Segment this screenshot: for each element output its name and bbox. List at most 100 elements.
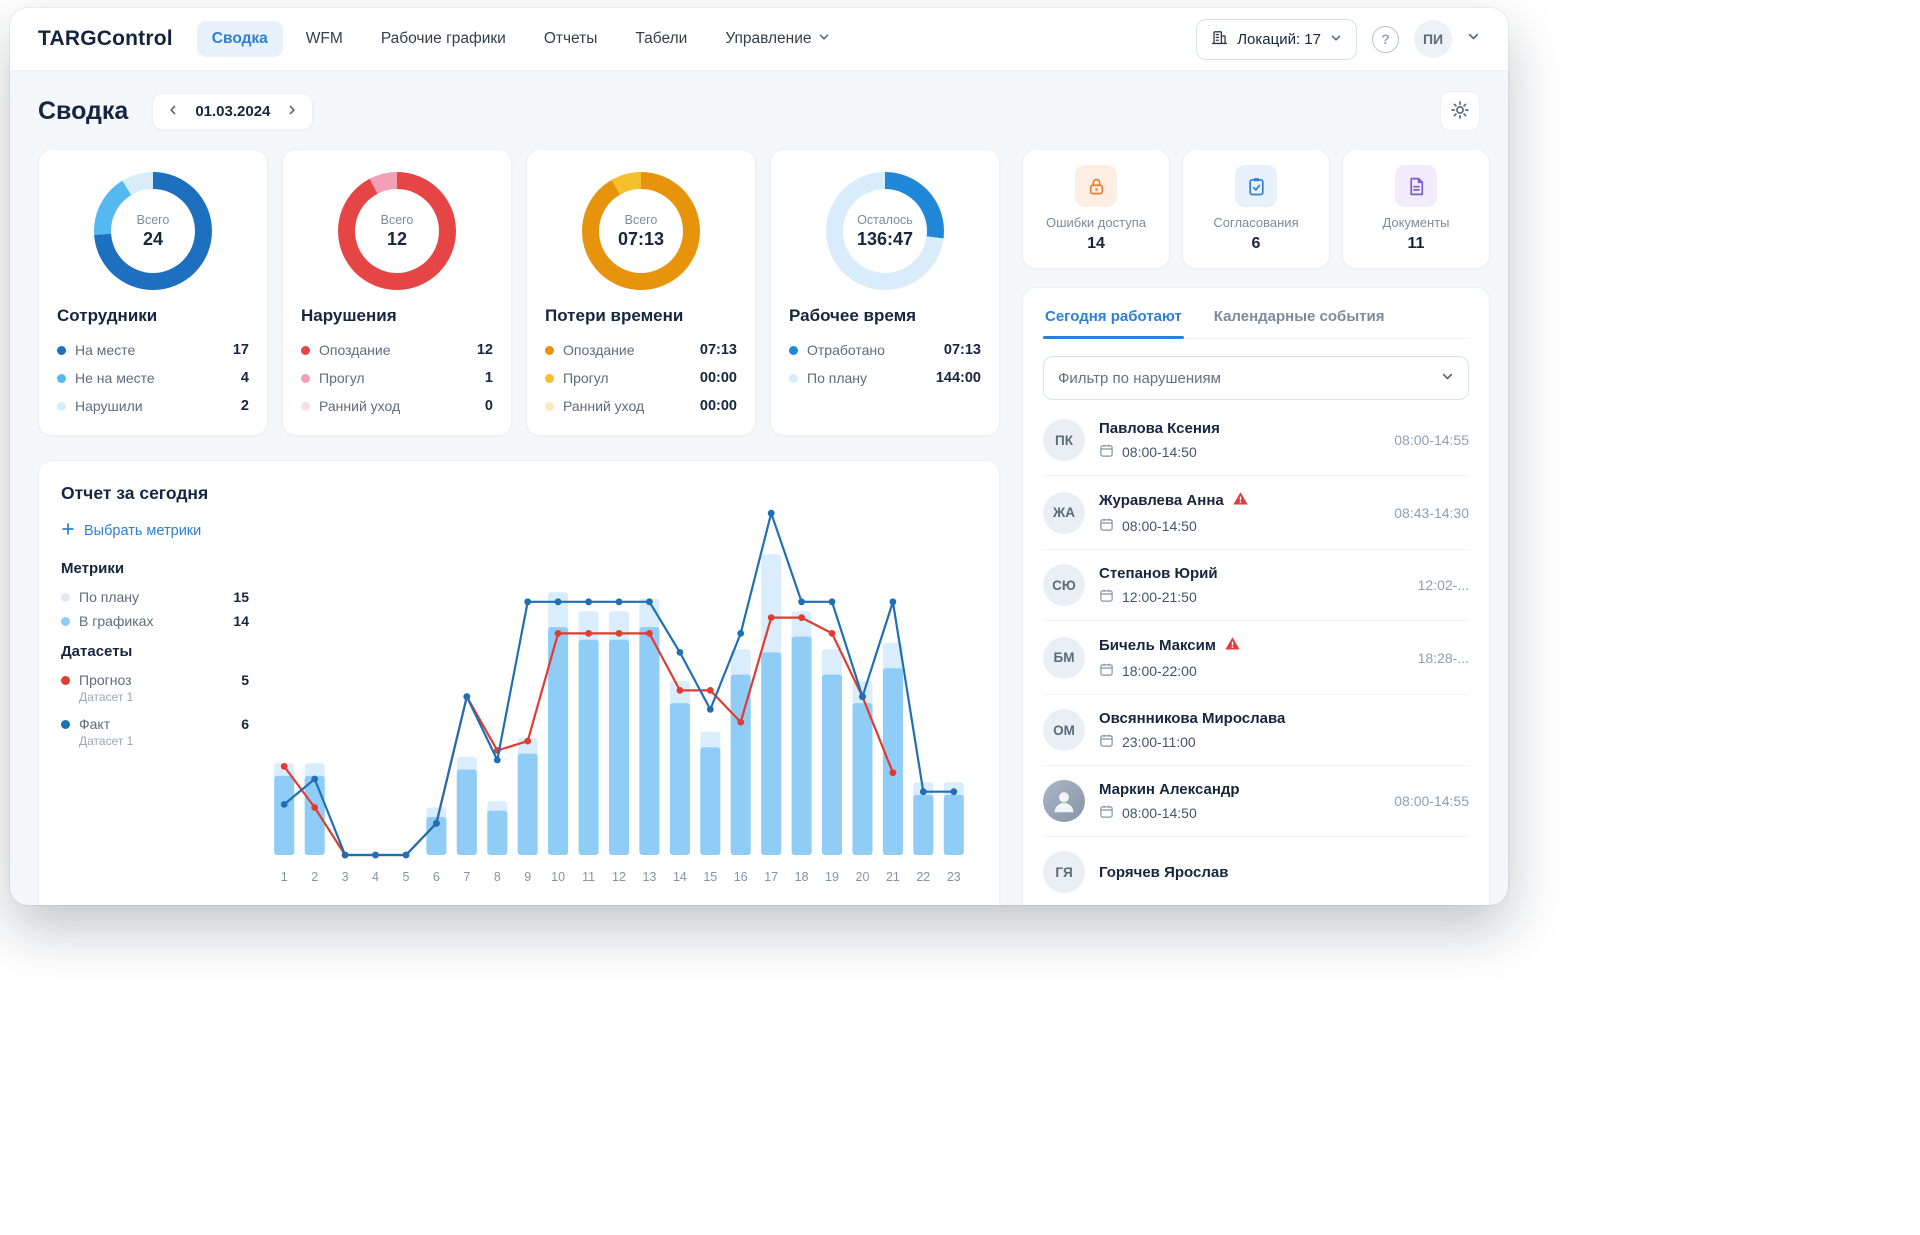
chevron-down-icon — [818, 30, 830, 48]
nav-item-management-label: Управление — [725, 30, 812, 47]
nav-item-schedules[interactable]: Рабочие графики — [380, 30, 506, 47]
kpi-cards-row: Всего 24 Сотрудники На месте 17 — [38, 149, 1000, 436]
legend-row: Не на месте 4 — [57, 364, 249, 392]
page-header: Сводка 01.03.2024 — [38, 91, 1480, 131]
svg-text:22: 22 — [916, 870, 930, 884]
dataset-row: Факт 6 — [61, 710, 249, 734]
stat-card-approvals[interactable]: Согласования 6 — [1182, 149, 1330, 269]
kpi-card-title: Нарушения — [301, 306, 397, 325]
legend-value: 1 — [484, 370, 493, 386]
legend-label: Прогул — [563, 370, 609, 386]
employee-row[interactable]: СЮ Степанов Юрий 12:00-21:50 — [1043, 550, 1469, 621]
svg-text:13: 13 — [642, 870, 656, 884]
nav-item-wfm[interactable]: WFM — [305, 30, 343, 47]
user-menu-chevron-icon[interactable] — [1467, 30, 1480, 48]
legend-label: Опоздание — [563, 342, 635, 358]
employee-actual-time: 12:02-... — [1417, 577, 1469, 593]
employee-actual-time: 08:00-14:55 — [1394, 432, 1469, 448]
legend-label: Не на месте — [75, 370, 155, 386]
report-title: Отчет за сегодня — [61, 483, 209, 503]
calendar-icon — [1099, 662, 1114, 680]
select-metrics-link[interactable]: Выбрать метрики — [61, 522, 249, 540]
donut-center-label: Всего — [624, 212, 658, 227]
tab-calendar-events[interactable]: Календарные события — [1213, 308, 1385, 325]
employee-schedule: 08:00-14:50 — [1122, 518, 1197, 534]
tab-working-today[interactable]: Сегодня работают — [1043, 308, 1184, 339]
building-icon — [1211, 29, 1228, 50]
user-avatar[interactable]: ПИ — [1414, 20, 1452, 58]
date-picker[interactable]: 01.03.2024 — [152, 92, 314, 130]
svg-text:2: 2 — [311, 870, 318, 884]
nav-item-timesheets[interactable]: Табели — [635, 30, 688, 47]
legend-row: Опоздание 07:13 — [545, 336, 737, 364]
employee-row[interactable]: ПК Павлова Ксения 08:00-14:50 — [1043, 405, 1469, 476]
violations-filter-select[interactable]: Фильтр по нарушениям — [1043, 356, 1469, 400]
legend-dot — [57, 373, 66, 383]
svg-text:7: 7 — [463, 870, 470, 884]
avatar-photo — [1043, 780, 1085, 822]
main-content: Сводка 01.03.2024 — [10, 91, 1508, 905]
employee-name: Маркин Александр — [1099, 780, 1240, 798]
report-chart: 1 2 3 4 5 6 7 8 9 10 11 12 13 14 15 16 17 18 19 20 21 22 23 — [261, 483, 977, 905]
legend-dot — [789, 345, 798, 355]
legend-value: 12 — [476, 342, 493, 358]
svg-text:23: 23 — [947, 870, 961, 884]
legend-row: Опоздание 12 — [301, 336, 493, 364]
legend-value: 0 — [484, 398, 493, 414]
legend-row: На месте 17 — [57, 336, 249, 364]
nav-item-management[interactable]: Управление — [710, 21, 845, 57]
stat-card-documents[interactable]: Документы 11 — [1342, 149, 1490, 269]
employee-name: Павлова Ксения — [1099, 419, 1220, 437]
metric-label: В графиках — [79, 613, 154, 629]
legend-value: 07:13 — [699, 342, 737, 358]
employees-panel: Сегодня работают Календарные события Фил… — [1022, 287, 1490, 905]
help-button[interactable]: ? — [1372, 25, 1399, 53]
app-logo: TARGControl — [38, 27, 173, 50]
legend-label: Ранний уход — [563, 398, 645, 414]
legend-dot — [57, 345, 66, 355]
employee-row[interactable]: БМ Бичель Максим — [1043, 621, 1469, 695]
svg-text:20: 20 — [856, 870, 870, 884]
locations-button[interactable]: Локаций: 17 — [1196, 18, 1357, 60]
kpi-card-title: Рабочее время — [789, 306, 917, 325]
date-next-icon[interactable] — [286, 103, 298, 120]
svg-text:17: 17 — [764, 870, 778, 884]
plus-icon — [61, 522, 75, 540]
avatar: СЮ — [1043, 564, 1085, 606]
employee-row[interactable]: ЖА Журавлева Анна — [1043, 476, 1469, 550]
legend-row: Отработано 07:13 — [789, 336, 981, 364]
svg-text:9: 9 — [524, 870, 531, 884]
date-value: 01.03.2024 — [195, 102, 271, 120]
kpi-card-title: Потери времени — [545, 306, 684, 325]
employee-row[interactable]: ОМ Овсянникова Мирослава 23:00-11:00 — [1043, 695, 1469, 766]
dataset-value: 5 — [241, 672, 249, 688]
metrics-heading: Метрики — [61, 560, 125, 577]
date-prev-icon[interactable] — [167, 103, 179, 120]
settings-button[interactable] — [1440, 91, 1480, 131]
employee-row[interactable]: ГЯ Горячев Ярослав — [1043, 837, 1469, 905]
report-sidebar: Отчет за сегодня Выбрать метрики Метрики… — [61, 483, 249, 905]
calendar-icon — [1099, 588, 1114, 606]
svg-text:21: 21 — [886, 870, 900, 884]
employee-row[interactable]: Маркин Александр 08:00-14:50 08:00-14:55 — [1043, 766, 1469, 837]
employee-name: Журавлева Анна — [1099, 492, 1224, 509]
nav-item-reports[interactable]: Отчеты — [543, 30, 598, 47]
donut-center-value: 136:47 — [856, 228, 914, 249]
stat-card-access-errors[interactable]: Ошибки доступа 14 — [1022, 149, 1170, 269]
gear-icon — [1450, 100, 1470, 123]
svg-text:14: 14 — [673, 870, 687, 884]
svg-text:19: 19 — [825, 870, 839, 884]
employee-schedule: 08:00-14:50 — [1122, 804, 1197, 821]
calendar-icon — [1099, 733, 1114, 751]
nav-item-summary[interactable]: Сводка — [196, 21, 283, 57]
employee-name: Бичель Максим — [1099, 637, 1216, 654]
metric-label: По плану — [79, 589, 140, 605]
svg-text:6: 6 — [433, 870, 440, 884]
app-window: TARGControl Сводка WFM Рабочие графики О… — [10, 8, 1508, 905]
svg-text:11: 11 — [582, 870, 595, 884]
legend-dot — [545, 373, 554, 383]
kpi-card-employees: Всего 24 Сотрудники На месте 17 — [38, 149, 268, 436]
employee-schedule: 23:00-11:00 — [1122, 733, 1196, 750]
document-icon — [1395, 165, 1437, 207]
legend-row: Ранний уход 0 — [301, 392, 493, 420]
